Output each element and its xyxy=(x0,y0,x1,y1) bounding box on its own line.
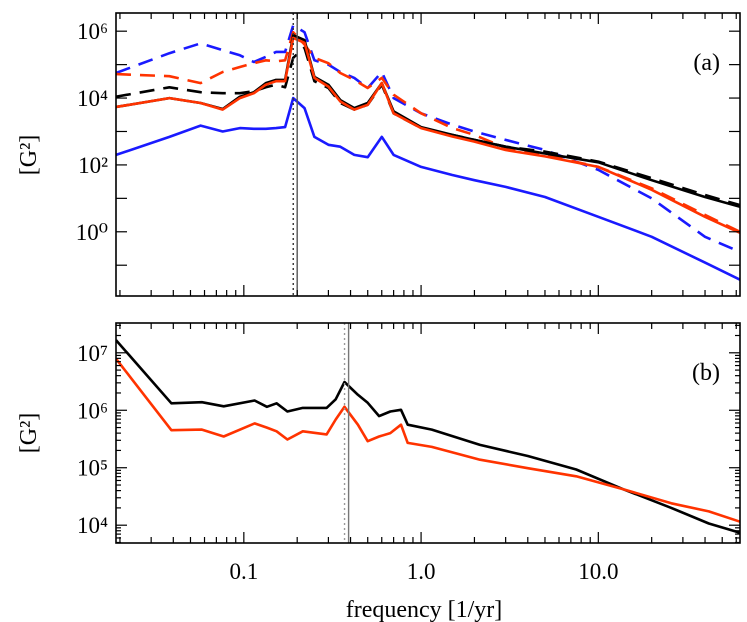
plot-frame xyxy=(115,12,741,297)
x-axis-label: frequency [1/yr] xyxy=(346,597,503,622)
y-tick-label: 10² xyxy=(78,153,108,178)
y-tick-label: 10⁶ xyxy=(77,19,108,44)
series-line-solid-1 xyxy=(116,357,740,523)
panel-a: 10⁶ 10⁴ 10² 10⁰ (a) [G²] xyxy=(16,12,741,297)
panel-label: (a) xyxy=(693,50,720,76)
y-tick-label: 10⁴ xyxy=(77,513,108,538)
y-tick-label: 10⁴ xyxy=(77,86,108,111)
x-tick-label: 0.1 xyxy=(229,559,258,584)
series-line-dashed-1 xyxy=(116,30,740,233)
y-tick-label: 10⁶ xyxy=(77,398,108,423)
y-tick-label: 10⁷ xyxy=(77,341,108,366)
panel-label: (b) xyxy=(692,360,720,386)
series-line-solid-3 xyxy=(116,33,740,209)
y-tick-label: 10⁵ xyxy=(77,456,108,481)
series-line-solid-4 xyxy=(116,36,740,234)
series-line-dashed-0 xyxy=(116,23,740,254)
y-tick-label: 10⁰ xyxy=(76,220,108,245)
panel-b: 10⁷ 10⁶ 10⁵ 10⁴ 0.1 1.0 10.0 (b) [G²] frequency [… xyxy=(16,322,741,622)
x-tick-label: 10.0 xyxy=(578,559,618,584)
y-axis-label: [G²] xyxy=(16,413,42,454)
series-line-dashed-2 xyxy=(116,46,740,207)
x-tick-label: 1.0 xyxy=(407,559,436,584)
series-line-solid-0 xyxy=(116,339,740,534)
series-line-solid-5 xyxy=(116,96,740,281)
y-axis-label: [G²] xyxy=(16,135,42,176)
